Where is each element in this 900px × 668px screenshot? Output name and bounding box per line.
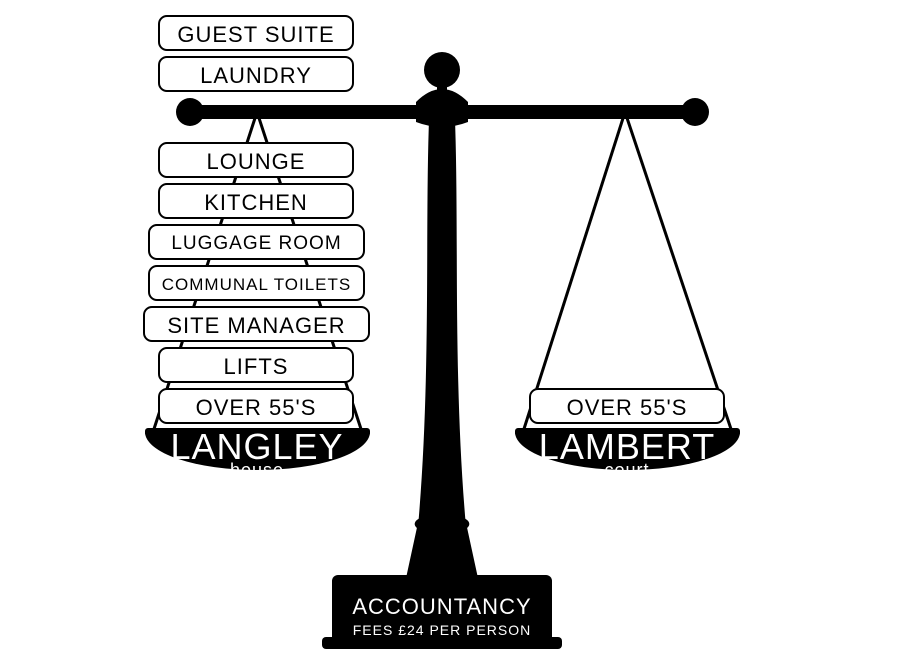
feature-box-left-2: LOUNGE [158,142,354,178]
base-label: ACCOUNTANCY FEES £24 PER PERSON [332,594,552,638]
right-pan-label: LAMBERT court [507,432,747,478]
feature-box-left-7: LIFTS [158,347,354,383]
feature-box-left-5: COMMUNAL TOILETS [148,265,365,301]
feature-box-left-8: OVER 55'S [158,388,354,424]
feature-box-left-1: LAUNDRY [158,56,354,92]
feature-box-left-4: LUGGAGE ROOM [148,224,365,260]
right-pan-label-big: LAMBERT [507,432,747,463]
feature-box-left-0: GUEST SUITE [158,15,354,51]
feature-box-right-0: OVER 55'S [529,388,725,424]
feature-box-left-3: KITCHEN [158,183,354,219]
feature-box-left-6: SITE MANAGER [143,306,370,342]
base-label-line2: FEES £24 PER PERSON [332,622,552,638]
base-label-line1: ACCOUNTANCY [332,594,552,620]
balance-scales [0,0,900,668]
left-pan-label: LANGLEY house [137,432,377,478]
left-pan-label-big: LANGLEY [137,432,377,463]
